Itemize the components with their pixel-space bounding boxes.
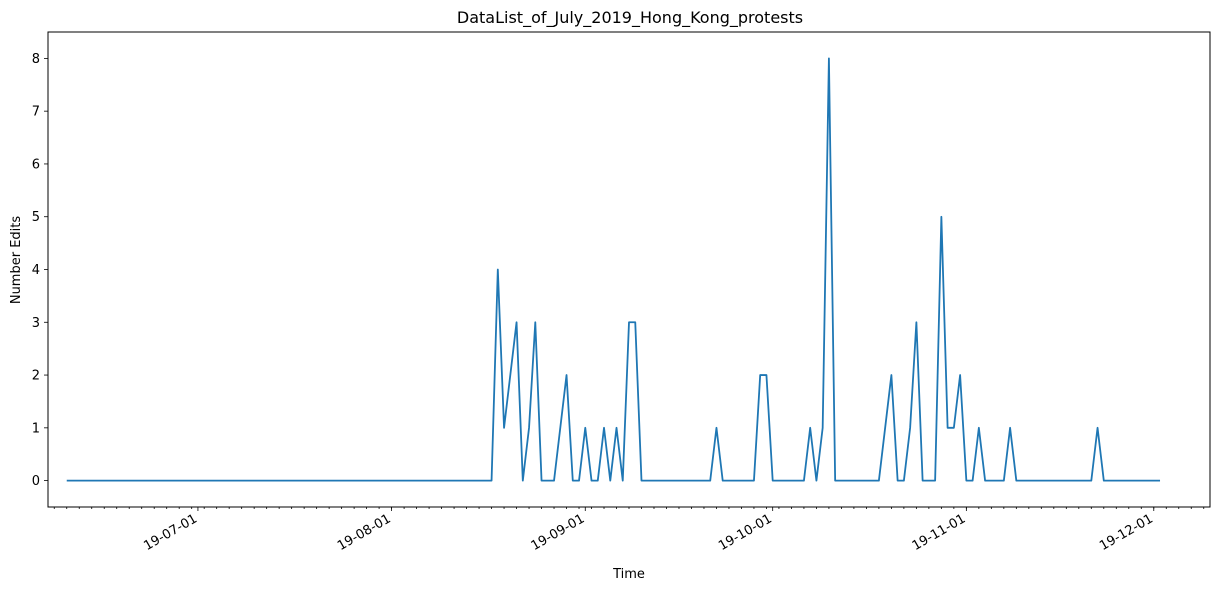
y-tick-label: 0 <box>32 474 40 489</box>
y-tick-label: 4 <box>32 263 40 278</box>
y-axis-label: Number Edits <box>9 216 24 305</box>
y-tick-label: 3 <box>32 316 40 331</box>
y-tick-label: 2 <box>32 369 40 384</box>
x-tick-label: 19-11-01 <box>910 511 969 553</box>
x-tick-label: 19-07-01 <box>141 511 200 553</box>
y-tick-label: 6 <box>32 157 40 172</box>
x-tick-label: 19-09-01 <box>529 511 588 553</box>
x-tick-label: 19-08-01 <box>335 511 394 553</box>
x-axis-label: Time <box>612 567 645 582</box>
y-tick-label: 5 <box>32 210 40 225</box>
series-line <box>66 57 1161 482</box>
plot-frame <box>47 31 1211 508</box>
y-tick-label: 8 <box>32 52 40 67</box>
x-tick-label: 19-12-01 <box>1097 511 1156 553</box>
y-tick-label: 7 <box>32 105 40 120</box>
x-tick-label: 19-10-01 <box>716 511 775 553</box>
y-tick-label: 1 <box>32 421 40 436</box>
chart-title: DataList_of_July_2019_Hong_Kong_protests <box>457 8 803 28</box>
